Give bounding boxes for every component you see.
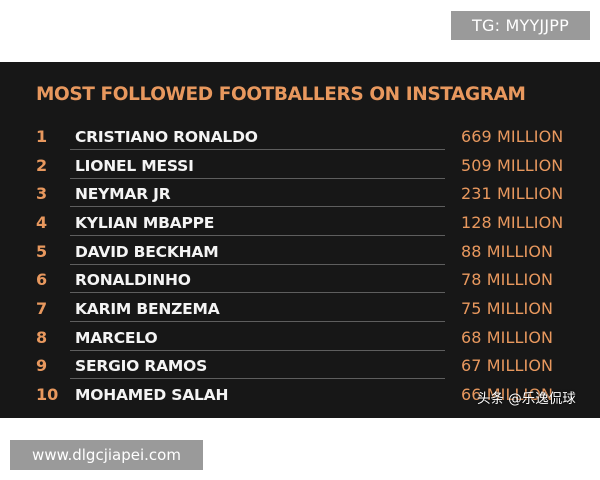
ranking-card: MOST FOLLOWED FOOTBALLERS ON INSTAGRAM 1… (0, 62, 600, 418)
row-divider (70, 350, 445, 351)
tg-badge: TG: MYYJJPP (451, 11, 590, 40)
row-divider (70, 206, 445, 207)
rank-number: 3 (36, 184, 48, 203)
ranking-row: 10 MOHAMED SALAH 66 MILLION (0, 381, 600, 410)
ranking-row: 4 KYLIAN MBAPPE 128 MILLION (0, 209, 600, 238)
rank-number: 8 (36, 328, 48, 347)
row-divider (70, 292, 445, 293)
follower-count: 75 MILLION (461, 299, 554, 318)
player-name: KYLIAN MBAPPE (75, 214, 215, 232)
follower-count: 66 MILLION (461, 385, 554, 404)
follower-count: 68 MILLION (461, 328, 554, 347)
row-divider (70, 378, 445, 379)
ranking-row: 5 DAVID BECKHAM 88 MILLION (0, 238, 600, 267)
ranking-row: 3 NEYMAR JR 231 MILLION (0, 180, 600, 209)
rank-number: 2 (36, 156, 48, 175)
rank-number: 6 (36, 270, 48, 289)
rank-number: 7 (36, 299, 48, 318)
rank-number: 4 (36, 213, 48, 232)
source-watermark: 头条 @乐逸侃球 (477, 391, 576, 407)
player-name: DAVID BECKHAM (75, 243, 219, 261)
row-divider (70, 178, 445, 179)
ranking-row: 6 RONALDINHO 78 MILLION (0, 266, 600, 295)
player-name: LIONEL MESSI (75, 157, 194, 175)
player-name: MARCELO (75, 329, 158, 347)
ranking-row: 9 SERGIO RAMOS 67 MILLION (0, 352, 600, 381)
player-name: RONALDINHO (75, 271, 191, 289)
url-badge: www.dlgcjiapei.com (10, 440, 203, 470)
player-name: NEYMAR JR (75, 185, 171, 203)
row-divider (70, 321, 445, 322)
follower-count: 231 MILLION (461, 184, 564, 203)
row-divider (70, 149, 445, 150)
player-name: KARIM BENZEMA (75, 300, 220, 318)
rank-number: 9 (36, 356, 48, 375)
ranking-title: MOST FOLLOWED FOOTBALLERS ON INSTAGRAM (36, 84, 526, 105)
rank-number: 5 (36, 242, 48, 261)
follower-count: 67 MILLION (461, 356, 554, 375)
player-name: MOHAMED SALAH (75, 386, 229, 404)
follower-count: 78 MILLION (461, 270, 554, 289)
ranking-row: 1 CRISTIANO RONALDO 669 MILLION (0, 123, 600, 152)
follower-count: 669 MILLION (461, 127, 564, 146)
follower-count: 88 MILLION (461, 242, 554, 261)
ranking-row: 8 MARCELO 68 MILLION (0, 324, 600, 353)
rank-number: 1 (36, 127, 48, 146)
follower-count: 509 MILLION (461, 156, 564, 175)
rank-number: 10 (36, 385, 59, 404)
ranking-row: 2 LIONEL MESSI 509 MILLION (0, 152, 600, 181)
row-divider (70, 235, 445, 236)
ranking-row: 7 KARIM BENZEMA 75 MILLION (0, 295, 600, 324)
player-name: SERGIO RAMOS (75, 357, 208, 375)
follower-count: 128 MILLION (461, 213, 564, 232)
player-name: CRISTIANO RONALDO (75, 128, 258, 146)
row-divider (70, 264, 445, 265)
